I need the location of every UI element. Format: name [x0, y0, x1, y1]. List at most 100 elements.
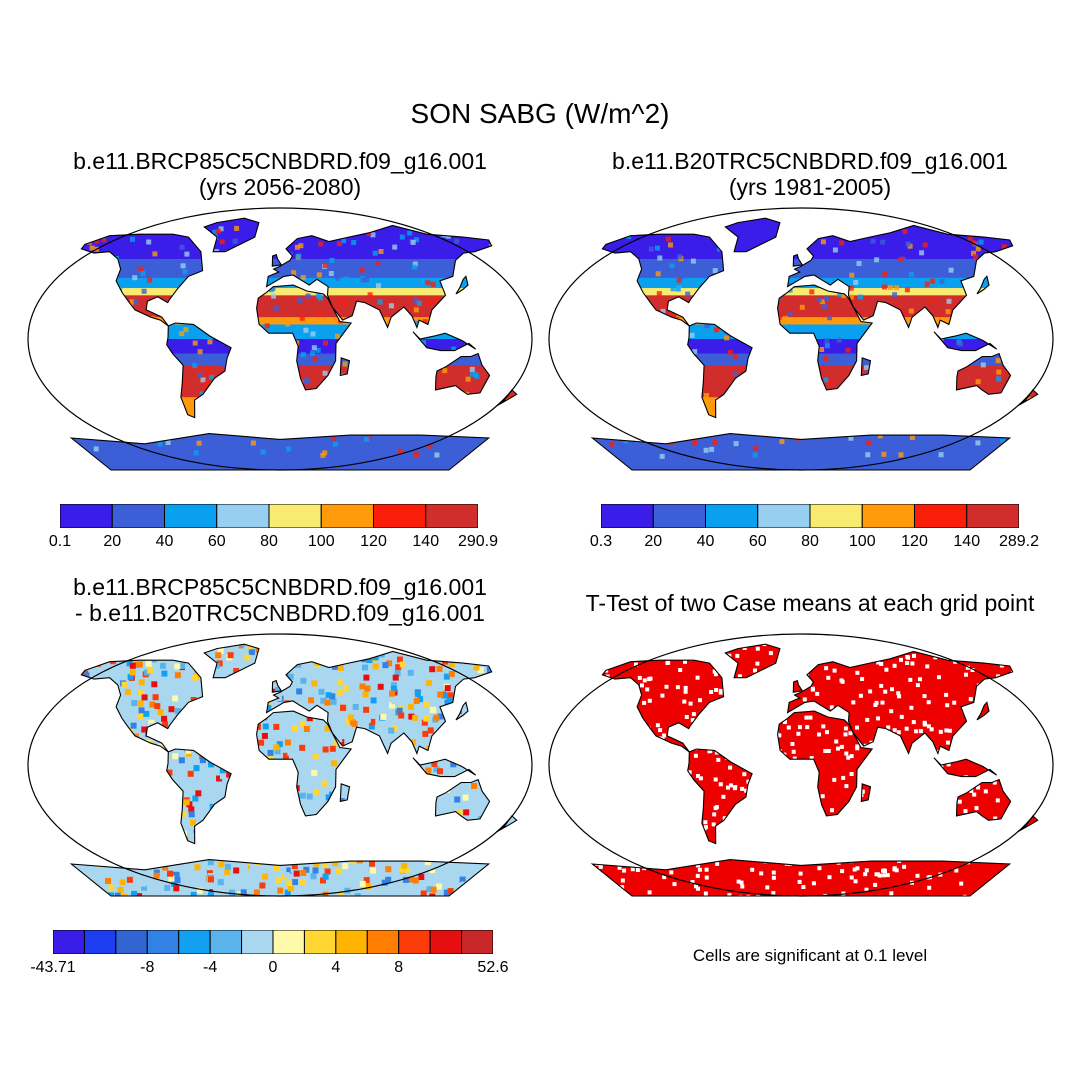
- coastline-nz: [1017, 389, 1039, 407]
- map-border: [548, 633, 1054, 897]
- colorbar-tick-label: 0.1: [48, 533, 72, 550]
- coastline-sa: [166, 748, 232, 845]
- panel4-title-line1: T-Test of two Case means at each grid po…: [585, 590, 1035, 616]
- panel3-title: b.e11.BRCP85C5CNBDRD.f09_g16.001 - b.e11…: [20, 574, 540, 626]
- colorbar-panel-3: [52, 929, 494, 955]
- panel4-title: T-Test of two Case means at each grid po…: [550, 590, 1070, 616]
- coastline-au: [434, 778, 491, 821]
- coastline-eu: [786, 650, 1014, 755]
- colorbar-swatch: [398, 929, 431, 955]
- colorbar-swatch: [425, 503, 479, 529]
- map-border: [27, 633, 533, 897]
- colorbar-swatch: [809, 503, 863, 529]
- colorbar-swatch: [757, 503, 811, 529]
- coastline-mg: [860, 783, 872, 803]
- colorbar-tick-label: 0.3: [589, 533, 613, 550]
- coastline-af: [256, 710, 353, 817]
- colorbar-tick-label: -8: [140, 959, 155, 976]
- coastline-gb: [271, 679, 283, 693]
- colorbar-swatch: [461, 929, 494, 955]
- colorbar-swatch: [914, 503, 968, 529]
- coastline-af: [777, 284, 874, 391]
- colorbar-tick-label: 40: [155, 533, 174, 550]
- colorbar-tick-label: 60: [748, 533, 767, 550]
- colorbar-swatch: [115, 929, 148, 955]
- colorbar-tick-label: 100: [307, 533, 335, 550]
- coastline-af: [777, 710, 874, 817]
- colorbar-tick-label: 80: [260, 533, 278, 550]
- colorbar-swatch: [83, 929, 117, 955]
- panel1-title: b.e11.BRCP85C5CNBDRD.f09_g16.001 (yrs 20…: [20, 148, 540, 200]
- coastline-jp: [976, 701, 990, 721]
- colorbar-swatch: [268, 503, 322, 529]
- colorbar-panel-1: [59, 503, 479, 529]
- colorbar-tick-label: 4: [331, 959, 341, 976]
- coastline-id: [412, 331, 477, 352]
- colorbar-tick-label: 40: [696, 533, 715, 550]
- colorbar-swatch: [52, 929, 85, 955]
- panel1-title-line1: b.e11.BRCP85C5CNBDRD.f09_g16.001: [73, 148, 487, 174]
- coastline-nz: [496, 815, 518, 833]
- colorbar-tick-label: 120: [901, 533, 928, 550]
- coastline-nz: [496, 389, 518, 407]
- colorbar-tick-label: 289.2: [998, 533, 1040, 550]
- coastline-jp: [455, 275, 469, 295]
- coastline-eu: [265, 650, 493, 755]
- coastline-gl: [203, 217, 260, 253]
- colorbar-tick-label: -4: [203, 959, 218, 976]
- colorbar-tick-label: 120: [360, 533, 387, 550]
- coastline-na: [601, 233, 725, 327]
- colorbar-panel-2: [600, 503, 1020, 529]
- coastline-na: [601, 659, 725, 753]
- colorbar-swatch: [600, 503, 654, 529]
- colorbar-swatch: [164, 503, 218, 529]
- colorbar-tick-label: -43.71: [30, 959, 76, 976]
- coastline-sa: [687, 748, 753, 845]
- map-border: [27, 207, 533, 471]
- colorbar-tick-label: 52.6: [477, 959, 509, 976]
- colorbar-swatch: [303, 929, 337, 955]
- colorbar-tick-label: 100: [848, 533, 876, 550]
- coastline-mg: [339, 357, 351, 377]
- coastline-jp: [455, 701, 469, 721]
- colorbar-swatch: [652, 503, 706, 529]
- coastline-gl: [724, 217, 781, 253]
- coastline-au: [955, 778, 1012, 821]
- coastline-na: [80, 233, 204, 327]
- colorbar-tick-label: 60: [207, 533, 226, 550]
- panel2-title: b.e11.B20TRC5CNBDRD.f09_g16.001 (yrs 198…: [550, 148, 1070, 200]
- coastline-id: [412, 757, 477, 778]
- colorbar-tick-label: 20: [103, 533, 122, 550]
- coastline-sa: [687, 322, 753, 419]
- colorbar-swatch: [335, 929, 368, 955]
- colorbar-swatch: [861, 503, 915, 529]
- colorbar-swatch: [178, 929, 211, 955]
- colorbar-swatch: [705, 503, 759, 529]
- significance-note: Cells are significant at 0.1 level: [692, 946, 928, 965]
- colorbar-swatch: [429, 929, 463, 955]
- coastline-jp: [976, 275, 990, 295]
- coastline-gl: [724, 643, 781, 679]
- panel2-title-line2: (yrs 1981-2005): [728, 174, 892, 200]
- colorbar-tick-label: 80: [801, 533, 819, 550]
- colorbar-swatch: [320, 503, 374, 529]
- coastline-mg: [339, 783, 351, 803]
- coastline-id: [933, 331, 998, 352]
- panel3-title-line2: - b.e11.B20TRC5CNBDRD.f09_g16.001: [75, 600, 485, 626]
- coastline-gb: [792, 679, 804, 693]
- coastline-na: [80, 659, 204, 753]
- colorbar-tick-label: 8: [394, 959, 404, 976]
- map-panel-4: [548, 633, 1054, 897]
- colorbar-swatch: [216, 503, 270, 529]
- coastline-id: [933, 757, 998, 778]
- coastline-eu: [265, 224, 493, 329]
- panel3-title-line1: b.e11.BRCP85C5CNBDRD.f09_g16.001: [73, 574, 487, 600]
- colorbar-tick-label: 140: [412, 533, 440, 550]
- coastline-sa: [166, 322, 232, 419]
- colorbar-swatch: [366, 929, 400, 955]
- colorbar-swatch: [111, 503, 165, 529]
- map-panel-3: [27, 633, 533, 897]
- colorbar-swatch: [209, 929, 243, 955]
- map-panel-2: [548, 207, 1054, 471]
- colorbar-swatch: [241, 929, 274, 955]
